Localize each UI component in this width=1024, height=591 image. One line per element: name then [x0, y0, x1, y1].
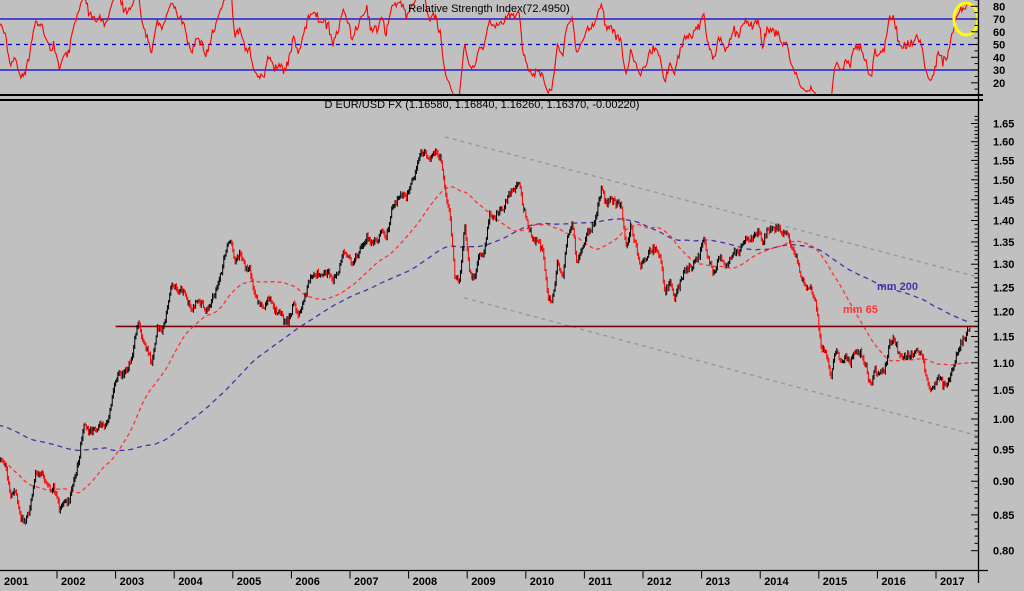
- rsi-axis-label: 80: [993, 1, 1005, 13]
- year-label: 2002: [61, 576, 85, 588]
- year-label: 2001: [4, 576, 28, 588]
- rsi-line: [0, 0, 970, 95]
- year-label: 2012: [647, 576, 671, 588]
- price-axis-label: 1.60: [993, 137, 1014, 149]
- price-bars-up: [0, 148, 971, 524]
- year-label: 2011: [588, 576, 612, 588]
- year-label: 2015: [823, 576, 847, 588]
- price-bars-down: [1, 148, 970, 526]
- price-axis-label: 0.85: [993, 510, 1014, 522]
- price-axis-label: 1.65: [993, 119, 1014, 131]
- price-axis-label: 1.20: [993, 306, 1014, 318]
- year-label: 2007: [354, 576, 378, 588]
- price-y-axis[interactable]: 1.65 1.60 1.55 1.50 1.45 1.40 1.35 1.30 1.25 1.20…: [971, 115, 1014, 558]
- rsi-axis-label: 70: [993, 14, 1005, 26]
- year-label: 2003: [120, 576, 144, 588]
- rsi-axis-label: 30: [993, 65, 1005, 77]
- year-label: 2013: [706, 576, 730, 588]
- ma200-label: mm 200: [877, 281, 918, 293]
- trendline-channel-upper[interactable]: [444, 136, 978, 278]
- rsi-axis-label: 60: [993, 27, 1005, 39]
- price-axis-label: 1.05: [993, 385, 1014, 397]
- price-axis-label: 1.30: [993, 259, 1014, 271]
- price-axis-label: 1.25: [993, 282, 1014, 294]
- year-label: 2017: [940, 576, 964, 588]
- price-axis-label: 1.50: [993, 175, 1014, 187]
- price-axis-label: 1.15: [993, 332, 1014, 344]
- ma65-label: mm 65: [843, 304, 878, 316]
- price-axis-label: 0.80: [993, 546, 1014, 558]
- year-label: 2004: [178, 576, 203, 588]
- price-axis-label: 0.90: [993, 476, 1014, 488]
- price-axis-label: 1.00: [993, 414, 1014, 426]
- year-label: 2008: [413, 576, 437, 588]
- price-axis-label: 1.35: [993, 237, 1014, 249]
- year-label: 2016: [881, 576, 905, 588]
- rsi-axis-label: 40: [993, 52, 1005, 64]
- rsi-axis-label: 50: [993, 40, 1005, 52]
- price-axis-label: 1.45: [993, 195, 1014, 207]
- rsi-plot[interactable]: [0, 0, 978, 102]
- time-axis[interactable]: 2001 2002 2003 2004 2005 2006 2007 2008 2009 2010…: [4, 571, 964, 588]
- rsi-axis-label: 20: [993, 78, 1005, 90]
- price-axis-label: 0.95: [993, 444, 1014, 456]
- year-label: 2010: [530, 576, 554, 588]
- year-label: 2005: [237, 576, 261, 588]
- year-label: 2006: [295, 576, 319, 588]
- price-plot[interactable]: [0, 136, 978, 526]
- price-axis-label: 1.40: [993, 216, 1014, 228]
- year-label: 2014: [764, 576, 789, 588]
- price-axis-label: 1.55: [993, 155, 1014, 167]
- trendline-channel-lower[interactable]: [464, 297, 978, 437]
- rsi-title: Relative Strength Index(72.4950): [408, 3, 569, 15]
- price-title: D EUR/USD FX (1.16580, 1.16840, 1.16260,…: [325, 99, 640, 111]
- year-label: 2009: [471, 576, 495, 588]
- price-axis-label: 1.10: [993, 358, 1014, 370]
